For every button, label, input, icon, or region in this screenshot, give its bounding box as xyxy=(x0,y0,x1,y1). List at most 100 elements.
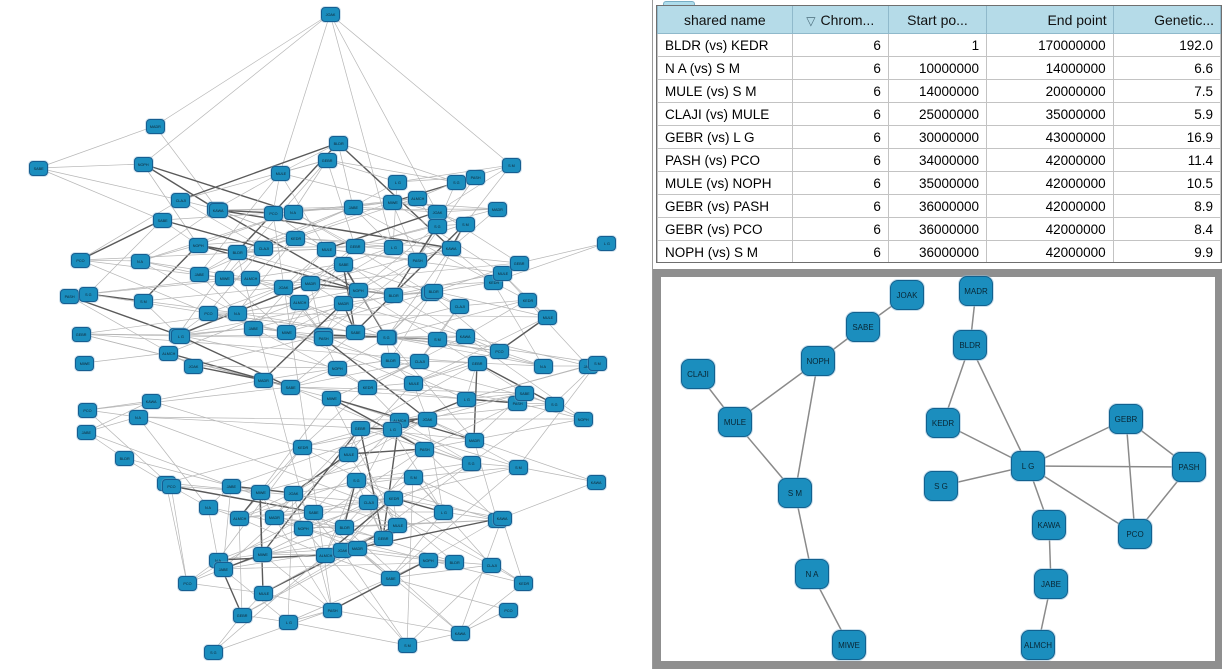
network-node[interactable]: S G xyxy=(347,473,366,488)
network-node[interactable]: PCO xyxy=(199,306,218,321)
table-row[interactable]: BLDR (vs) KEDR 6 1 170000000 192.0 xyxy=(657,33,1221,57)
network-node[interactable]: L G xyxy=(384,240,403,255)
network-node[interactable]: MULE xyxy=(339,447,358,462)
table-row[interactable]: MULE (vs) NOPH 6 35000000 42000000 10.5 xyxy=(657,171,1221,195)
network-node[interactable]: N A xyxy=(228,306,247,321)
network-node[interactable]: ALMCH xyxy=(408,191,427,206)
network-node[interactable]: CLAJI xyxy=(482,558,501,573)
network-node[interactable]: PASH xyxy=(323,603,342,618)
column-header-sharedname[interactable]: shared name xyxy=(657,6,793,34)
network-node[interactable]: MADR xyxy=(488,202,507,217)
network-node[interactable]: NOPH xyxy=(328,361,347,376)
network-node[interactable]: KEDR xyxy=(293,440,312,455)
network-node[interactable]: MADR xyxy=(334,296,353,311)
network-node[interactable]: KAWA xyxy=(142,394,161,409)
network-node[interactable]: ALMCH xyxy=(159,346,178,361)
network-node[interactable]: N A xyxy=(131,254,150,269)
network-node[interactable]: S M xyxy=(456,217,475,232)
network-node[interactable]: GEBR xyxy=(318,153,337,168)
network-node[interactable]: PCO xyxy=(499,603,518,618)
subnet-node-gebr[interactable]: GEBR xyxy=(1109,404,1143,434)
network-node[interactable]: L G xyxy=(434,505,453,520)
subnet-node-mule[interactable]: MULE xyxy=(718,407,752,437)
network-node[interactable]: N A xyxy=(284,205,303,220)
table-row[interactable]: N A (vs) S M 6 10000000 14000000 6.6 xyxy=(657,56,1221,80)
column-header-startpo[interactable]: Start po... xyxy=(887,6,988,34)
table-row[interactable]: NOPH (vs) S M 6 36000000 42000000 9.9 xyxy=(657,240,1221,262)
network-node[interactable]: CLAJI xyxy=(171,193,190,208)
network-node[interactable]: MIWE xyxy=(215,271,234,286)
network-node[interactable]: S M xyxy=(404,470,423,485)
toolbar-tab-fragment[interactable] xyxy=(663,1,695,7)
network-node[interactable]: MADR xyxy=(465,433,484,448)
network-node[interactable]: MIWE xyxy=(322,391,341,406)
network-node[interactable]: SABE xyxy=(334,257,353,272)
network-node[interactable]: L G xyxy=(597,236,616,251)
network-node[interactable]: S M xyxy=(502,158,521,173)
network-node[interactable]: JABE xyxy=(77,425,96,440)
network-node[interactable]: PCO xyxy=(71,253,90,268)
network-node[interactable]: MULE xyxy=(317,242,336,257)
network-node[interactable]: JOAK xyxy=(284,486,303,501)
subnet-node-kedr[interactable]: KEDR xyxy=(926,408,960,438)
network-node[interactable]: JOAK xyxy=(321,7,340,22)
network-node[interactable]: S G xyxy=(79,287,98,302)
network-node[interactable]: PASH xyxy=(408,253,427,268)
filtered-network-panel[interactable]: JOAK MADR SABE BLDR NOPH CLAJI KEDR GEBR MULE L G… xyxy=(653,269,1222,669)
network-node[interactable]: BLDR xyxy=(329,136,348,151)
network-node[interactable]: MIWE xyxy=(251,485,270,500)
network-node[interactable]: PCO xyxy=(78,403,97,418)
network-node[interactable]: CLAJI xyxy=(359,495,378,510)
network-node[interactable]: NOPH xyxy=(189,238,208,253)
network-node[interactable]: BLDR xyxy=(115,451,134,466)
subnet-node-bldr[interactable]: BLDR xyxy=(953,330,987,360)
network-node[interactable]: NOPH xyxy=(134,157,153,172)
network-node[interactable]: ALMCH xyxy=(241,271,260,286)
network-node[interactable]: CLAJI xyxy=(450,299,469,314)
network-node[interactable]: MIWE xyxy=(75,356,94,371)
subnet-node-sm[interactable]: S M xyxy=(778,478,812,508)
table-row[interactable]: GEBR (vs) L G 6 30000000 43000000 16.9 xyxy=(657,125,1221,149)
subnet-node-na[interactable]: N A xyxy=(795,559,829,589)
network-node[interactable]: KEDR xyxy=(358,380,377,395)
network-node[interactable]: MADR xyxy=(348,541,367,556)
network-node[interactable]: MULE xyxy=(493,266,512,281)
network-node[interactable]: PASH xyxy=(415,442,434,457)
network-node[interactable]: KAWA xyxy=(493,511,512,526)
network-node[interactable]: MADR xyxy=(265,510,284,525)
network-node[interactable]: S M xyxy=(134,294,153,309)
network-node[interactable]: S M xyxy=(509,460,528,475)
network-node[interactable]: PASH xyxy=(466,170,485,185)
table-row[interactable]: GEBR (vs) PASH 6 36000000 42000000 8.9 xyxy=(657,194,1221,218)
network-node[interactable]: NOPH xyxy=(349,283,368,298)
network-node[interactable]: JABE xyxy=(190,267,209,282)
subnet-node-sabe[interactable]: SABE xyxy=(846,312,880,342)
network-node[interactable]: CLAJI xyxy=(410,354,429,369)
network-node[interactable]: JABE xyxy=(222,479,241,494)
network-node[interactable]: GEBR xyxy=(510,256,529,271)
network-node[interactable]: BLDR xyxy=(228,245,247,260)
network-node[interactable]: MADR xyxy=(301,276,320,291)
column-header-genetic[interactable]: Genetic... xyxy=(1112,6,1221,34)
network-node[interactable]: N A xyxy=(534,359,553,374)
network-node[interactable]: L G xyxy=(279,615,298,630)
subnet-node-pco[interactable]: PCO xyxy=(1118,519,1152,549)
network-node[interactable]: L G xyxy=(171,329,190,344)
network-node[interactable]: PCO xyxy=(490,344,509,359)
network-node[interactable]: SABE xyxy=(381,571,400,586)
network-node[interactable]: KAWA xyxy=(456,329,475,344)
table-row[interactable]: CLAJI (vs) MULE 6 25000000 35000000 5.9 xyxy=(657,102,1221,126)
network-node[interactable]: MADR xyxy=(254,373,273,388)
subnet-node-madr[interactable]: MADR xyxy=(959,276,993,306)
network-node[interactable]: JABE xyxy=(344,200,363,215)
network-node[interactable]: ALMCH xyxy=(290,295,309,310)
subnet-node-pash[interactable]: PASH xyxy=(1172,452,1206,482)
network-node[interactable]: SABE xyxy=(304,505,323,520)
table-row[interactable]: GEBR (vs) PCO 6 36000000 42000000 8.4 xyxy=(657,217,1221,241)
network-node[interactable]: L G xyxy=(388,175,407,190)
network-node[interactable]: MIWE xyxy=(277,325,296,340)
subnet-node-kawa[interactable]: KAWA xyxy=(1032,510,1066,540)
network-node[interactable]: JABE xyxy=(244,321,263,336)
network-node[interactable]: KEDR xyxy=(514,576,533,591)
table-row[interactable]: PASH (vs) PCO 6 34000000 42000000 11.4 xyxy=(657,148,1221,172)
